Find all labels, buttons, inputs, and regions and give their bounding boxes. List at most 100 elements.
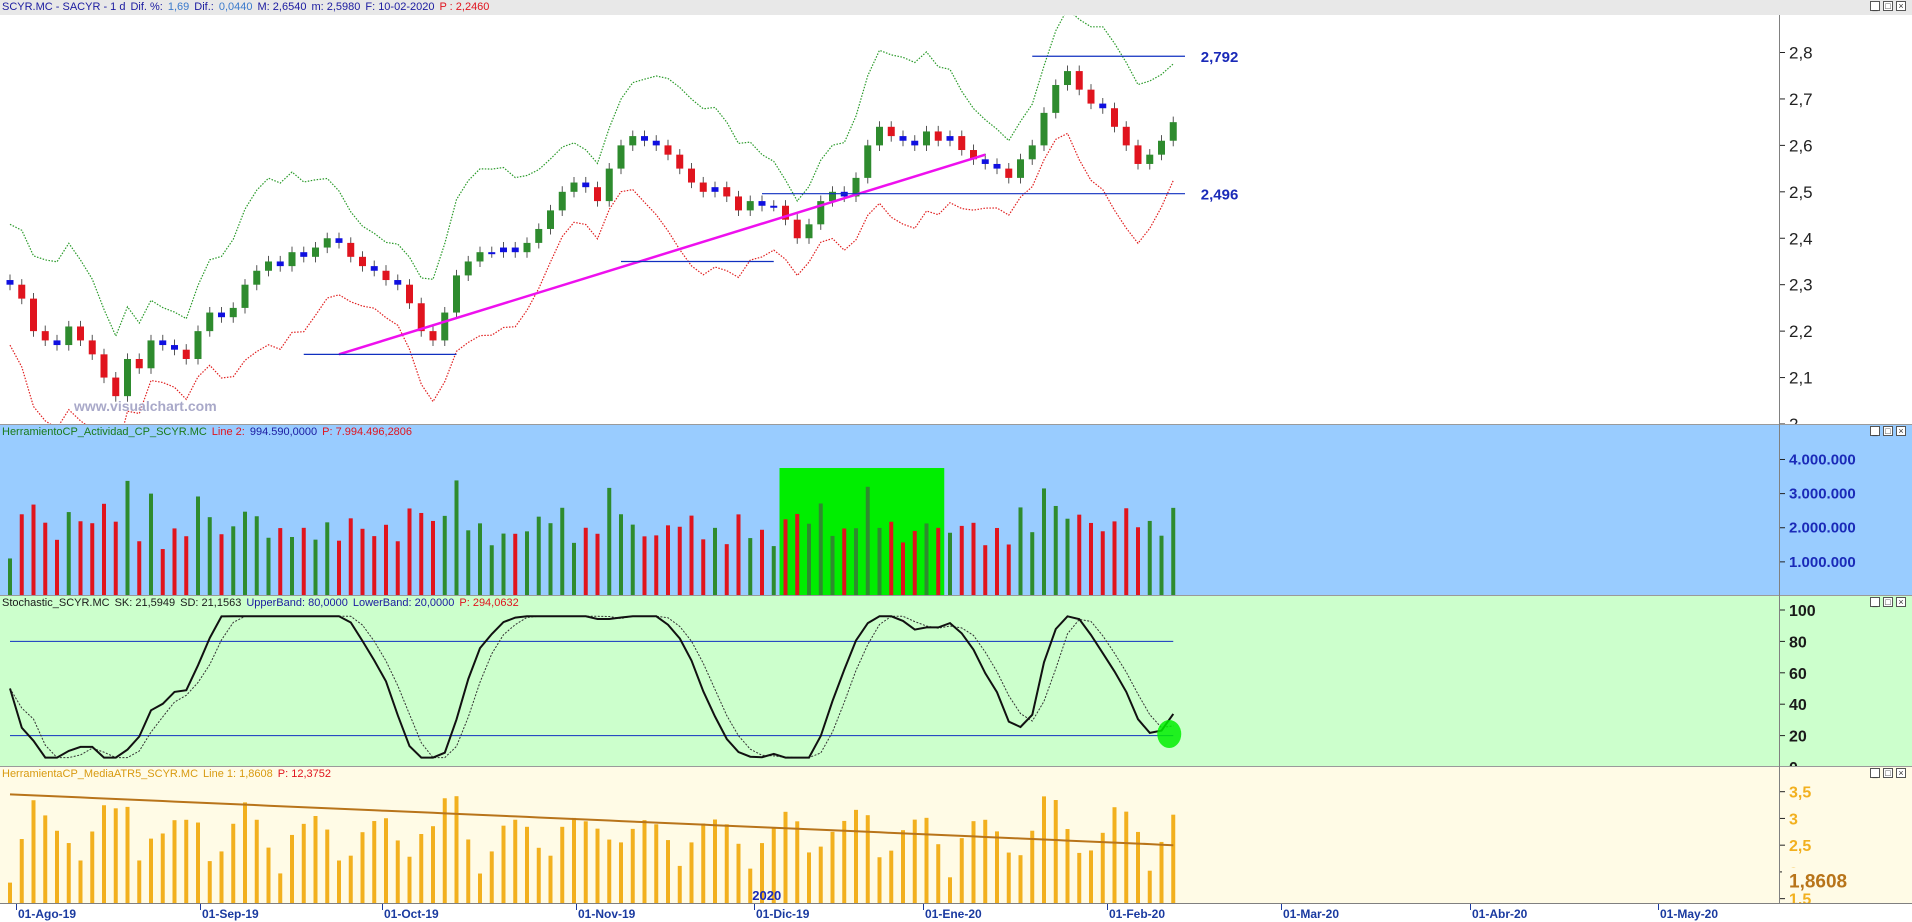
atr-bar (1089, 850, 1093, 903)
activity-pane[interactable]: HerramientoCP_Actividad_CP_SCYR.MC Line 2… (0, 424, 1912, 595)
atr-bar (724, 824, 729, 903)
price-chart[interactable]: 2,8 2,7 2,6 2,5 2,4 2,3 2,2 2,1 2 2,792 2,496 (0, 0, 1912, 424)
atr-bar (219, 851, 224, 903)
x-tick-label: 01-Abr-20 (1472, 907, 1528, 921)
volume-bar (948, 532, 952, 595)
candle-body (805, 224, 813, 239)
candle-body (171, 345, 178, 350)
atr-bar (889, 850, 894, 903)
candle-body (899, 136, 907, 141)
volume-bar (677, 526, 682, 595)
candle-body (817, 201, 825, 225)
stochastic-sk-line (9, 615, 1175, 759)
volume-bar (489, 545, 494, 595)
header-field: P: 7.994.496,2806 (322, 426, 413, 438)
price-pane[interactable]: SCYR.MC - SACYR - 1 d Dif. %: 1,69 Dif.: 0,0… (0, 0, 1912, 424)
candle-body (488, 252, 496, 255)
volume-bar (290, 537, 294, 595)
candle-body (206, 312, 214, 332)
volume-bar (337, 540, 341, 595)
volume-bar (1018, 507, 1023, 595)
price-window-controls[interactable]: _ □ × (1870, 1, 1906, 13)
y-tick-label: 100 (1789, 603, 1816, 620)
volume-bar (66, 512, 71, 595)
candle-body (864, 145, 872, 178)
atr-bar (207, 861, 212, 903)
atr-bar (1042, 796, 1046, 903)
candle-body (1099, 103, 1107, 109)
close-icon[interactable]: × (1896, 597, 1906, 607)
close-icon[interactable]: × (1896, 426, 1906, 436)
atr-value-box (1782, 867, 1854, 892)
volume-bar (1030, 532, 1035, 595)
header-field: M: 2,6540 (257, 1, 307, 13)
y-tick-label: 2,4 (1789, 229, 1813, 248)
minimize-icon[interactable]: _ (1870, 768, 1880, 778)
header-field: F: 10-02-2020 (365, 1, 435, 13)
minimize-icon[interactable]: _ (1870, 1, 1880, 11)
y-tick-label: 60 (1789, 666, 1807, 683)
atr-bar (172, 820, 177, 903)
stochastic-pane[interactable]: Stochastic_SCYR.MC SK: 21,5949 SD: 21,1563… (0, 595, 1912, 766)
stochastic-chart[interactable]: 100 80 60 40 20 0 (0, 596, 1912, 766)
volume-bar (889, 521, 894, 595)
header-field: UpperBand: 80,0000 (246, 597, 348, 609)
candle-body (547, 210, 554, 229)
volume-bar (90, 523, 95, 595)
candle-body (934, 131, 942, 141)
volume-bar (125, 480, 130, 595)
volume-bar (360, 528, 365, 595)
stochastic-sd-line (9, 615, 1174, 759)
restore-icon[interactable]: □ (1883, 597, 1893, 607)
header-field: HerramientoCP_Actividad_CP_SCYR.MC (2, 426, 207, 438)
atr-bar (1030, 830, 1035, 903)
close-icon[interactable]: × (1896, 768, 1906, 778)
restore-icon[interactable]: □ (1883, 426, 1893, 436)
activity-window-controls[interactable]: _ □ × (1870, 426, 1906, 438)
y-tick-label: 1,5 (1789, 892, 1811, 903)
minimize-icon[interactable]: _ (1870, 426, 1880, 436)
atr-bar (243, 802, 247, 903)
candle-body (441, 312, 449, 341)
volume-bar (630, 524, 635, 595)
y-tick-label: 40 (1789, 697, 1807, 714)
candle-body (30, 298, 37, 332)
atr-bar (818, 846, 823, 903)
volume-bar (231, 526, 236, 595)
atr-window-controls[interactable]: _ □ × (1870, 768, 1906, 780)
restore-icon[interactable]: □ (1883, 768, 1893, 778)
candle-body (41, 331, 49, 341)
atr-bar (442, 798, 447, 903)
volume-bar (172, 528, 177, 595)
candle-body (1146, 154, 1154, 164)
x-tick-label: 01-Mar-20 (1283, 907, 1340, 921)
volume-bar (713, 527, 717, 595)
volume-bar (689, 515, 694, 595)
atr-pane[interactable]: HerramientaCP_MediaATR5_SCYR.MC Line 1: 1… (0, 766, 1912, 903)
candle-body (793, 219, 801, 239)
candle-body (88, 340, 96, 355)
volume-bar (525, 531, 529, 595)
candle-body (958, 136, 966, 151)
activity-chart[interactable]: 4.000.000 3.000.000 2.000.000 1.000.000 (0, 425, 1912, 595)
close-icon[interactable]: × (1896, 1, 1906, 11)
candle-body (946, 136, 954, 141)
candle-body (852, 177, 860, 197)
time-axis: 01-Ago-19 01-Sep-19 01-Oct-19 01-Nov-19 01-D… (0, 903, 1912, 922)
stochastic-window-controls[interactable]: _ □ × (1870, 597, 1906, 609)
candle-body (617, 145, 625, 169)
atr-bar (90, 831, 95, 903)
volume-bar (936, 527, 941, 595)
header-field: Line 2: (211, 426, 245, 438)
atr-bar (419, 834, 424, 903)
x-tick-label: 01-May-20 (1660, 907, 1719, 921)
atr-bar (1147, 870, 1152, 903)
volume-bar (1065, 518, 1070, 595)
candle-body (535, 228, 543, 243)
minimize-icon[interactable]: _ (1870, 597, 1880, 607)
restore-icon[interactable]: □ (1883, 1, 1893, 11)
volume-bar (266, 537, 271, 595)
atr-bar (348, 855, 353, 903)
candle-body (1158, 140, 1165, 155)
